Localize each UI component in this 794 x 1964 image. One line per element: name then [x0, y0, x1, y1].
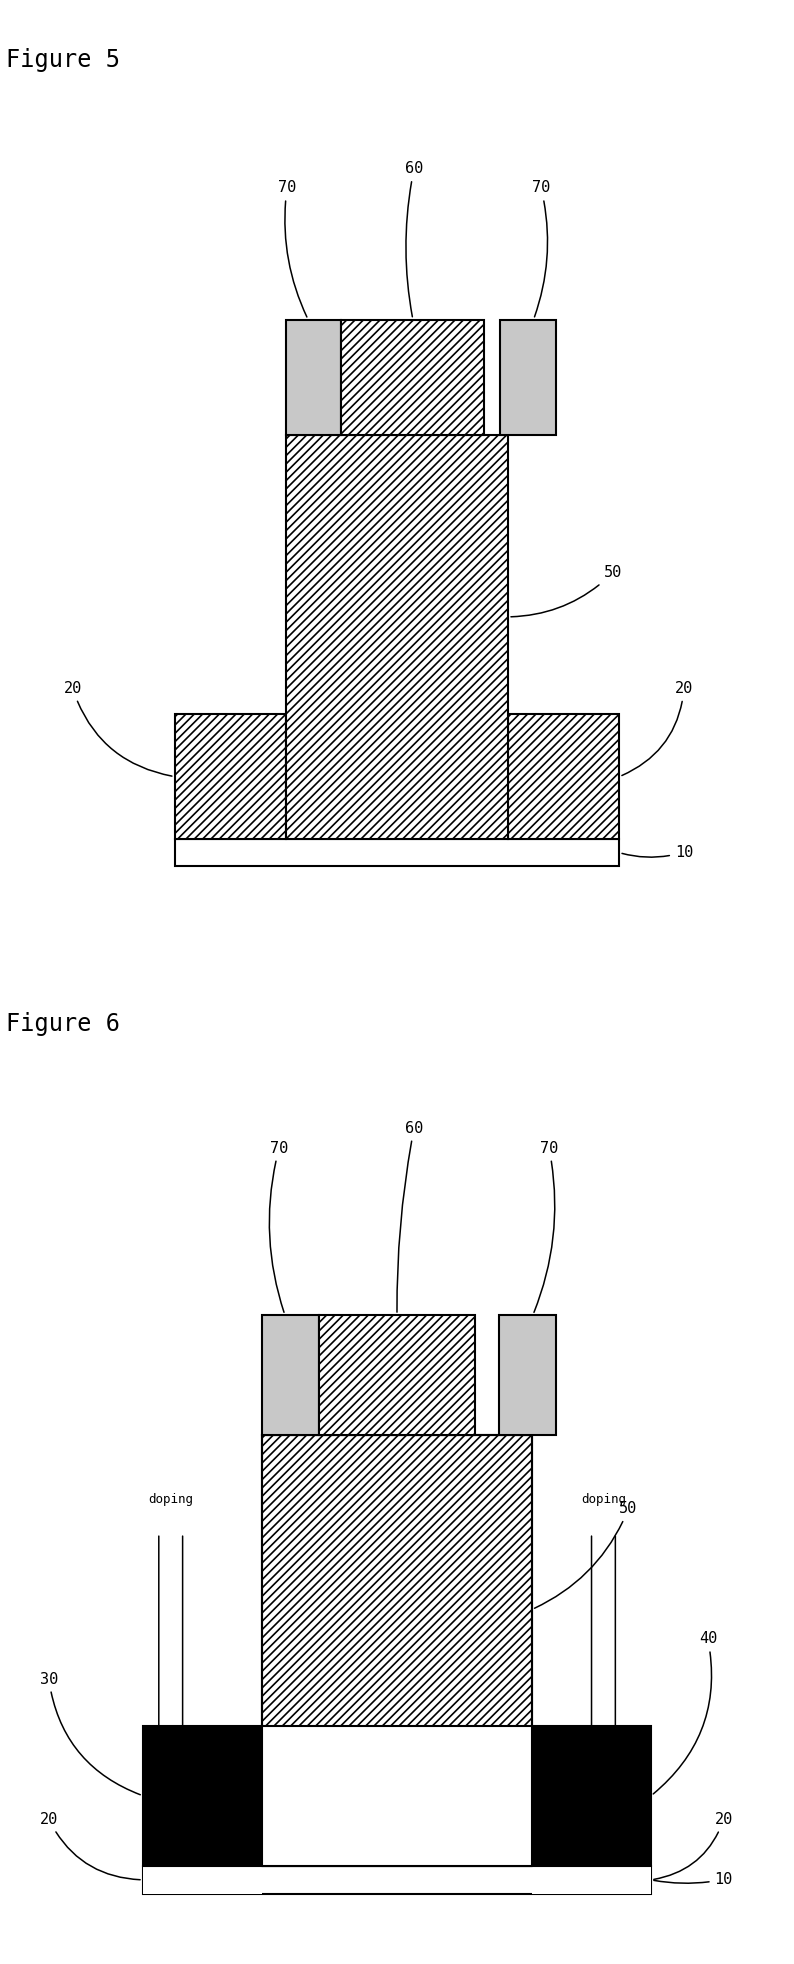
Text: 40: 40	[653, 1632, 717, 1793]
Bar	[262, 1436, 532, 1726]
Text: doping: doping	[581, 1493, 626, 1506]
Bar	[508, 715, 619, 839]
Bar	[262, 1726, 532, 1866]
Bar	[143, 1726, 651, 1866]
Text: 20: 20	[622, 682, 693, 776]
Text: 10: 10	[622, 845, 693, 860]
Bar	[319, 1316, 475, 1436]
Bar	[143, 1866, 262, 1893]
Text: 30: 30	[40, 1671, 141, 1795]
Text: 20: 20	[40, 1811, 141, 1880]
Text: 70: 70	[269, 1141, 288, 1312]
Text: 50: 50	[511, 566, 622, 617]
Bar	[262, 1316, 319, 1436]
Text: doping: doping	[148, 1493, 193, 1506]
Bar	[262, 1436, 532, 1866]
Text: 70: 70	[534, 1141, 558, 1312]
Bar	[143, 1866, 651, 1893]
Text: 20: 20	[653, 1811, 733, 1880]
Bar	[286, 434, 508, 839]
Bar	[175, 715, 286, 839]
Bar	[532, 1866, 651, 1893]
Text: 20: 20	[64, 682, 172, 776]
Bar	[286, 320, 341, 434]
Text: 70: 70	[278, 181, 306, 316]
Text: 10: 10	[653, 1872, 733, 1887]
Text: 70: 70	[532, 181, 550, 316]
Text: Figure 5: Figure 5	[6, 49, 121, 73]
Text: 50: 50	[534, 1500, 638, 1609]
Bar	[175, 839, 619, 866]
Text: 60: 60	[397, 1121, 423, 1312]
Bar	[341, 320, 484, 434]
Text: 60: 60	[405, 161, 423, 316]
Bar	[500, 320, 556, 434]
Bar	[499, 1316, 556, 1436]
Text: Figure 6: Figure 6	[6, 1013, 121, 1037]
